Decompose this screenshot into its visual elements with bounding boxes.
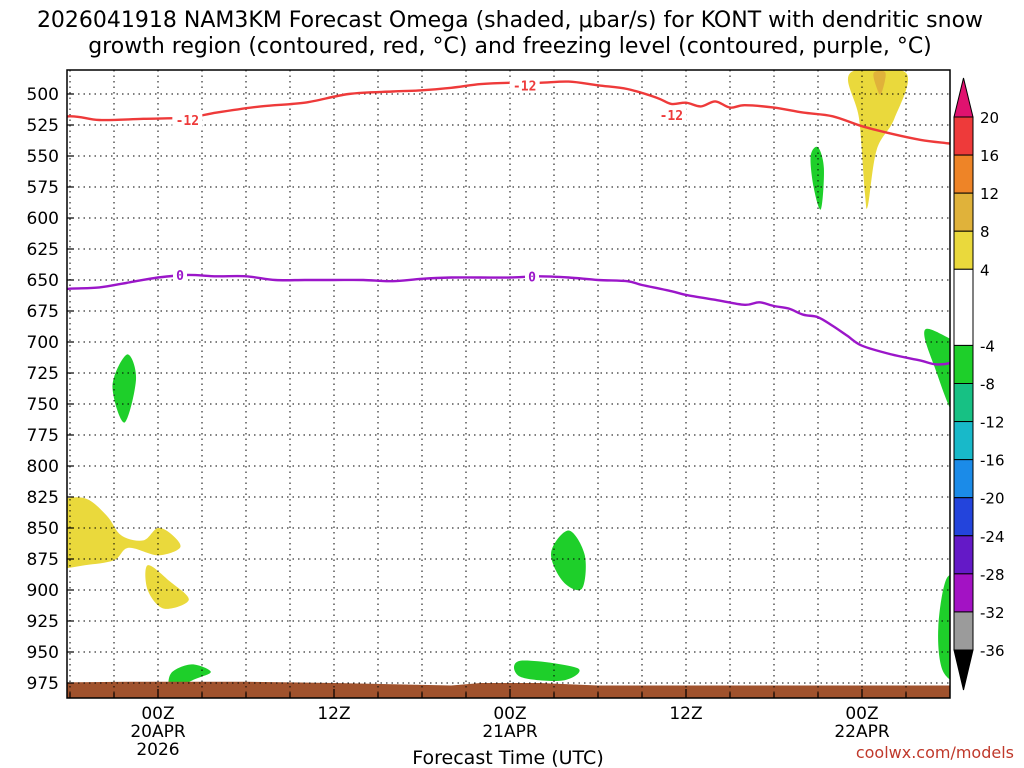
omega-region-yellow [67, 497, 181, 569]
colorbar-tick-label: 16 [980, 147, 999, 165]
y-tick-label: 625 [27, 240, 59, 260]
colorbar-bin [953, 649, 974, 691]
omega-region-green [551, 530, 586, 591]
y-tick-label: 875 [27, 550, 59, 570]
y-tick-label: 750 [27, 395, 59, 415]
y-tick-label: 725 [27, 364, 59, 384]
omega-region-green [112, 354, 137, 423]
y-tick-label: 900 [27, 581, 59, 601]
contour-label: -12 [513, 79, 536, 94]
y-tick-label: 950 [27, 643, 59, 663]
colorbar-bin [953, 192, 974, 232]
terrain-surface [67, 681, 950, 698]
y-tick-label: 650 [27, 271, 59, 291]
colorbar-tick-label: -24 [980, 528, 1005, 546]
colorbar-bin [953, 611, 974, 651]
y-tick-label: 775 [27, 426, 59, 446]
y-tick-label: 500 [27, 85, 59, 105]
colorbar-bin [953, 383, 974, 423]
y-tick-label: 600 [27, 209, 59, 229]
x-axis-title: Forecast Time (UTC) [412, 747, 603, 768]
colorbar-bin [953, 344, 974, 384]
credit-text: coolwx.com/models [856, 743, 1014, 762]
y-axis: 500 525 550 575 600 625 650 675 700 725 750 775 800 8… [27, 85, 74, 694]
contour-label-bg [656, 107, 687, 123]
x-tick-label: 00Z [493, 704, 526, 724]
omega-region-green [938, 574, 950, 680]
colorbar-tick-label: -12 [980, 414, 1005, 432]
colorbar-bin [953, 230, 974, 270]
contour-label-bg [509, 77, 540, 93]
plot-frame [66, 69, 951, 699]
colorbar-tick-label: -32 [980, 604, 1005, 622]
colorbar-bin [953, 154, 974, 194]
colorbar-tick-label: 12 [980, 185, 999, 203]
contour-line [67, 273, 950, 366]
contour-label-bg [525, 268, 539, 284]
omega-region-yellow [145, 565, 189, 609]
colorbar-bin [953, 268, 974, 346]
colorbar-tick-label: -36 [980, 642, 1005, 660]
y-tick-label: 800 [27, 457, 59, 477]
colorbar-tick-label: 8 [980, 223, 990, 241]
colorbar-tick-label: -20 [980, 490, 1005, 508]
contour-label-bg [172, 112, 203, 128]
colorbar-tick-label: -28 [980, 566, 1005, 584]
omega-region-green [810, 146, 824, 210]
x-tick-label: 12Z [669, 704, 702, 724]
y-tick-label: 550 [27, 147, 59, 167]
contour-label: -12 [176, 114, 199, 129]
colorbar-tick-label: 20 [980, 109, 999, 127]
x-tick-label: 21APR [482, 722, 538, 742]
y-tick-label: 700 [27, 333, 59, 353]
y-tick-label: 675 [27, 302, 59, 322]
contour-label: 0 [176, 269, 184, 284]
y-tick-label: 825 [27, 488, 59, 508]
omega-region-green [514, 660, 580, 682]
colorbar: 20 16 12 8 4 -4 -8 -12 -16 -20 -24 -28 -32 -36 [953, 77, 1005, 691]
omega-region-orange [873, 70, 886, 95]
y-tick-label: 525 [27, 116, 59, 136]
y-tick-label: 975 [27, 674, 59, 694]
title-line-1: 2026041918 NAM3KM Forecast Omega (shaded… [37, 8, 983, 33]
colorbar-tick-label: -8 [980, 376, 995, 394]
colorbar-bin [953, 573, 974, 613]
x-tick-label: 12Z [317, 704, 350, 724]
contour-label: -12 [660, 109, 683, 124]
y-tick-label: 925 [27, 612, 59, 632]
colorbar-bin [953, 421, 974, 461]
terrain-layer [67, 681, 950, 698]
contour-line [67, 80, 950, 145]
colorbar-bin [953, 497, 974, 537]
gridlines [67, 70, 950, 698]
x-tick-label: 2026 [136, 740, 179, 760]
colorbar-tick-label: -4 [980, 337, 995, 355]
contour-label-bg [173, 267, 187, 283]
x-tick-label: 22APR [834, 722, 890, 742]
colorbar-tick-label: 4 [980, 261, 990, 279]
omega-region-yellow [847, 70, 908, 209]
colorbar-tick-label: -16 [980, 452, 1005, 470]
colorbar-bin [953, 459, 974, 499]
contour-label: 0 [528, 270, 536, 285]
omega-region-green [924, 328, 950, 409]
colorbar-bin [953, 535, 974, 575]
colorbar-bin [953, 116, 974, 156]
contour-lines: -12 -12 -12 0 0 [67, 77, 950, 366]
x-tick-label: 20APR [130, 722, 186, 742]
omega-shaded-regions [67, 70, 950, 690]
x-tick-label: 00Z [845, 704, 878, 724]
title-line-2: growth region (contoured, red, °C) and f… [88, 34, 932, 59]
y-tick-label: 575 [27, 178, 59, 198]
x-tick-label: 00Z [141, 704, 174, 724]
y-tick-label: 850 [27, 519, 59, 539]
